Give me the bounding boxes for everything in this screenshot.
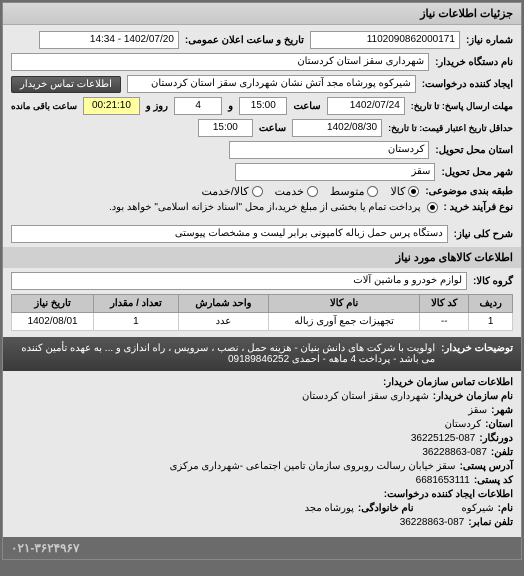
request-number-label: شماره نیاز: (466, 35, 513, 46)
province-label: استان محل تحویل: (435, 145, 513, 156)
th-name: نام کالا (269, 295, 420, 313)
c-org-label: نام سازمان خریدار: (433, 391, 513, 402)
buyer-org-label: نام دستگاه خریدار: (435, 57, 513, 68)
radio-both-label: کالا/خدمت (201, 185, 248, 198)
c-org: شهرداری سقز استان کردستان (302, 391, 429, 402)
city-field: سقز (235, 163, 435, 181)
radio-service[interactable] (307, 186, 318, 197)
td-qty: 1 (94, 313, 178, 331)
th-qty: تعداد / مقدار (94, 295, 178, 313)
remaining-label: ساعت باقی مانده (11, 101, 77, 112)
c-city-label: شهر: (491, 405, 513, 416)
buyer-org-field: شهرداری سقز استان کردستان (11, 53, 429, 71)
th-code: کد کالا (420, 295, 469, 313)
announce-field: 1402/07/20 - 14:34 (39, 31, 179, 49)
desc-label: شرح کلی نیاز: (454, 229, 513, 240)
day-and-label: روز و (146, 101, 168, 112)
items-table: ردیف کد کالا نام کالا واحد شمارش تعداد /… (11, 294, 513, 331)
request-number-field: 1102090862000171 (310, 31, 460, 49)
announce-label: تاریخ و ساعت اعلان عمومی: (185, 35, 304, 46)
category-radio-group: کالا متوسط خدمت کالا/خدمت (201, 185, 419, 198)
group-field: لوازم خودرو و ماشین آلات (11, 272, 467, 290)
deadline-label: مهلت ارسال پاسخ: تا تاریخ: (411, 101, 513, 112)
c-postal-label: کد پستی: (474, 475, 513, 486)
th-row: ردیف (469, 295, 513, 313)
radio-goods[interactable] (408, 186, 419, 197)
c-phone: 36228863-087 (422, 447, 487, 458)
c-phone-label: تلفن: (491, 447, 513, 458)
category-label: طبقه بندی موضوعی: (425, 186, 513, 197)
buyer-note-text: اولویت با شرکت های دانش بنیان - هزینه حم… (11, 343, 435, 365)
td-code: -- (420, 313, 469, 331)
validity-label: حداقل تاریخ اعتبار قیمت: تا تاریخ: (388, 123, 513, 134)
req-contact-header: اطلاعات ایجاد کننده درخواست: (384, 489, 513, 500)
group-label: گروه کالا: (473, 276, 513, 287)
r-fax-label: تلفن نمابر: (468, 517, 513, 528)
buyer-note-label: توضیحات خریدار: (441, 343, 513, 365)
days-field: 4 (174, 97, 222, 115)
c-city: سقز (468, 405, 487, 416)
purchase-type-text: پرداخت تمام یا بخشی از مبلغ خرید،از محل … (109, 202, 421, 213)
purchase-radio[interactable] (427, 202, 438, 213)
footer-phone: ۰۲۱-۳۶۲۴۹۶۷ (3, 537, 521, 559)
validity-date-field: 1402/08/30 (292, 119, 382, 137)
table-row[interactable]: 1 -- تجهیزات جمع آوری زباله عدد 1 1402/0… (12, 313, 513, 331)
r-family-label: نام خانوادگی: (358, 503, 414, 514)
time-label-1: ساعت (293, 101, 320, 112)
remaining-time-field: 00:21:10 (83, 97, 140, 115)
c-postal: 6681653111 (416, 475, 470, 486)
c-address-label: آدرس پستی: (460, 461, 513, 472)
radio-both[interactable] (252, 186, 263, 197)
radio-goods-label: کالا (390, 185, 405, 198)
c-province: کردستان (445, 419, 482, 430)
contact-info-button[interactable]: اطلاعات تماس خریدار (11, 76, 121, 93)
contact-header: اطلاعات تماس سازمان خریدار: (383, 377, 513, 388)
buyer-note-row: توضیحات خریدار: اولویت با شرکت های دانش … (3, 337, 521, 371)
r-family: پورشاه مجد (305, 503, 354, 514)
r-name: شیرکوه (462, 503, 494, 514)
c-fax-label: دورنگار: (479, 433, 513, 444)
and-label: و (228, 101, 233, 112)
city-label: شهر محل تحویل: (441, 167, 513, 178)
r-name-label: نام: (498, 503, 513, 514)
radio-mid[interactable] (367, 186, 378, 197)
requester-field: شیرکوه پورشاه مجد آتش نشان شهرداری سقز ا… (127, 75, 416, 93)
radio-mid-label: متوسط (330, 185, 365, 198)
province-field: کردستان (229, 141, 429, 159)
r-fax: 36228863-087 (400, 517, 465, 528)
th-unit: واحد شمارش (178, 295, 269, 313)
td-unit: عدد (178, 313, 269, 331)
deadline-date-field: 1402/07/24 (327, 97, 405, 115)
panel-title: جزئیات اطلاعات نیاز (3, 3, 521, 25)
deadline-time-field: 15:00 (239, 97, 287, 115)
purchase-type-label: نوع فرآیند خرید : (444, 202, 513, 213)
c-province-label: استان: (485, 419, 513, 430)
td-row: 1 (469, 313, 513, 331)
c-fax: 36225125-087 (411, 433, 476, 444)
validity-time-field: 15:00 (198, 119, 253, 137)
td-name: تجهیزات جمع آوری زباله (269, 313, 420, 331)
th-date: تاریخ نیاز (12, 295, 94, 313)
time-label-2: ساعت (259, 123, 286, 134)
radio-service-label: خدمت (275, 185, 304, 198)
desc-field: دستگاه پرس حمل زباله کامیونی برابر لیست … (11, 225, 448, 243)
c-address: سقز خیابان رسالت روبروی سازمان تامین اجت… (170, 461, 456, 472)
items-header: اطلاعات کالاهای مورد نیاز (3, 247, 521, 268)
requester-label: ایجاد کننده درخواست: (422, 79, 513, 90)
td-date: 1402/08/01 (12, 313, 94, 331)
